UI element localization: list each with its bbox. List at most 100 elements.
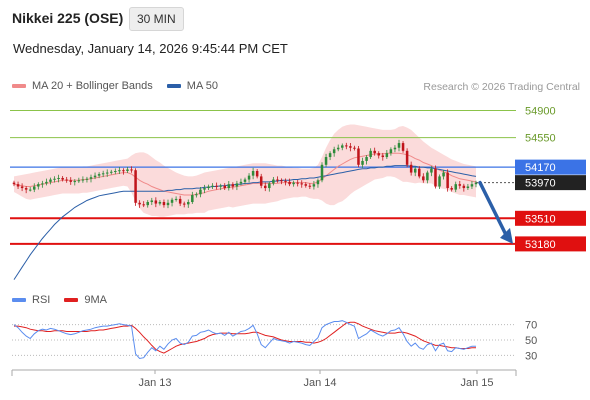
legend-swatch-9ma [64,298,79,302]
candlesticks [12,139,478,209]
main-legend: MA 20 + Bollinger Bands MA 50 [12,80,232,92]
candle-body [418,168,421,177]
candle-body [385,153,389,158]
candle-body [393,147,397,150]
candle-body [118,170,121,172]
candle-body [422,176,425,181]
candle-body [174,198,178,200]
candle-body [142,204,145,206]
candle-body [215,185,218,187]
legend-label-9ma: 9MA [84,294,107,306]
candle-body [33,186,36,190]
candle-body [324,157,328,165]
x-tick-label: Jan 13 [138,377,171,389]
candle-body [134,170,137,203]
candle-body [154,200,158,204]
candle-body [336,147,340,150]
candle-body [300,183,303,185]
bollinger-band-fill [14,124,476,217]
candle-body [61,177,64,180]
candle-body [247,175,251,180]
legend-item-9ma: 9MA [64,294,107,306]
candle-body [349,146,352,148]
candle-body [130,169,133,171]
candle-body [357,148,360,165]
candle-body [85,178,89,180]
candle-body [466,186,470,189]
legend-item-rsi: RSI [12,294,50,306]
candle-body [276,179,279,181]
candle-body [227,184,231,189]
rsi-tick-30: 30 [525,350,537,362]
rsi-line [13,320,476,360]
projection-arrow [478,180,513,244]
candle-body [353,147,356,149]
candle-body [170,199,174,203]
level-label-53510: 53510 [525,213,556,225]
candle-body [320,164,324,181]
candle-body [81,179,85,181]
candle-body [332,149,336,154]
legend-label-ma50: MA 50 [186,80,218,92]
candle-body [438,176,441,187]
candle-body [89,177,93,179]
candle-body [65,179,68,181]
candle-body [49,179,52,182]
candle-body [458,184,462,186]
research-credit: Research © 2026 Trading Central [423,81,580,93]
candle-body [284,181,287,183]
candle-body [105,172,109,174]
level-label-bg-53180 [515,236,586,252]
candle-body [316,180,320,185]
candle-body [328,153,332,158]
legend-label-rsi: RSI [32,294,51,306]
candle-body [304,184,308,186]
x-tick-label: Jan 14 [303,377,336,389]
candle-body [203,188,206,190]
candle-body [470,184,474,187]
legend-swatch-rsi [12,298,26,302]
candle-body [430,168,433,173]
rsi-legend: RSI 9MA [12,294,121,306]
level-label-bg-54170 [515,159,586,175]
candle-body [211,185,214,187]
candle-body [450,188,453,190]
chart-header: Nikkei 225 (OSE) 30 MIN [0,0,590,36]
last-price-label: 53970 [525,178,556,190]
candle-body [150,200,154,203]
candle-body [191,195,194,203]
candle-body [235,183,239,187]
candle-body [446,172,449,189]
candle-body [272,179,275,184]
candle-body [231,184,235,187]
candle-body [187,202,190,205]
candle-body [268,183,271,189]
candle-body [182,203,186,205]
timeframe-badge[interactable]: 30 MIN [129,7,184,31]
legend-label-ma20: MA 20 + Bollinger Bands [32,80,153,92]
candle-body [45,181,48,184]
level-label-54900: 54900 [525,106,556,118]
candle-body [255,171,259,177]
candle-body [345,145,348,147]
candle-body [251,171,255,176]
candle-body [373,150,376,154]
candle-body [101,173,105,175]
instrument-title: Nikkei 225 (OSE) [12,10,124,26]
candle-body [199,189,202,195]
candle-body [405,150,409,165]
candle-body [158,202,162,204]
candle-body [409,164,413,173]
candle-body [288,181,291,185]
candle-body [397,143,401,148]
candle-body [442,172,445,177]
candle-body [53,178,56,180]
rsi-9ma-line [14,321,476,354]
candle-body [97,174,101,176]
candle-body [365,157,368,161]
rsi-panel: 70 50 30 [12,320,537,362]
legend-swatch-ma50 [166,84,181,88]
candle-body [166,202,170,206]
projection-arrow-shaft [478,180,508,237]
x-axis: Jan 13 Jan 14 Jan 15 [11,369,517,389]
